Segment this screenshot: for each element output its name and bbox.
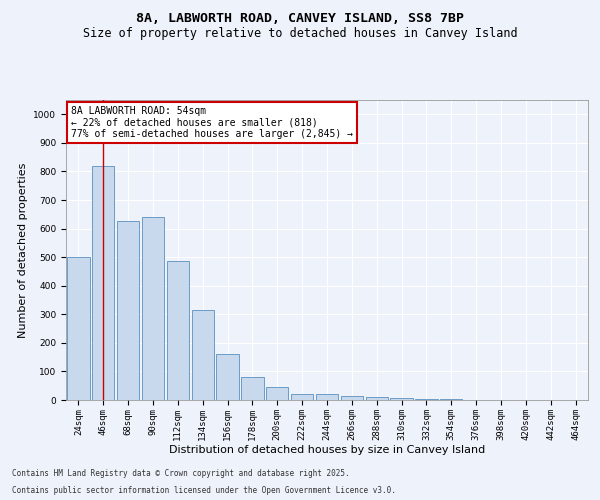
Bar	[415, 399, 437, 400]
Bar	[217, 354, 239, 400]
Bar	[167, 262, 189, 400]
Bar	[241, 377, 263, 400]
Bar	[92, 166, 115, 400]
Bar	[67, 257, 89, 400]
Bar	[266, 387, 289, 400]
X-axis label: Distribution of detached houses by size in Canvey Island: Distribution of detached houses by size …	[169, 446, 485, 456]
Text: Size of property relative to detached houses in Canvey Island: Size of property relative to detached ho…	[83, 28, 517, 40]
Bar	[291, 394, 313, 400]
Text: Contains public sector information licensed under the Open Government Licence v3: Contains public sector information licen…	[12, 486, 396, 495]
Bar	[117, 222, 139, 400]
Text: 8A LABWORTH ROAD: 54sqm
← 22% of detached houses are smaller (818)
77% of semi-d: 8A LABWORTH ROAD: 54sqm ← 22% of detache…	[71, 106, 353, 139]
Bar	[341, 396, 363, 400]
Y-axis label: Number of detached properties: Number of detached properties	[18, 162, 28, 338]
Text: 8A, LABWORTH ROAD, CANVEY ISLAND, SS8 7BP: 8A, LABWORTH ROAD, CANVEY ISLAND, SS8 7B…	[136, 12, 464, 26]
Bar	[365, 397, 388, 400]
Bar	[391, 398, 413, 400]
Text: Contains HM Land Registry data © Crown copyright and database right 2025.: Contains HM Land Registry data © Crown c…	[12, 468, 350, 477]
Bar	[142, 217, 164, 400]
Bar	[191, 310, 214, 400]
Bar	[316, 394, 338, 400]
